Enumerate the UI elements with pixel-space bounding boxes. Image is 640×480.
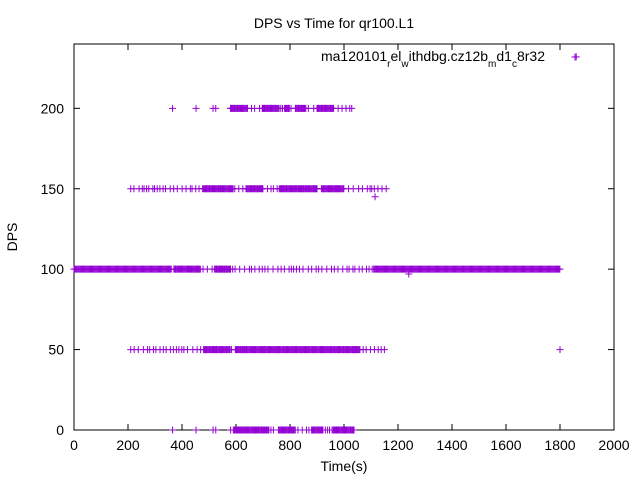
- data-point: [192, 426, 200, 434]
- data-point: [212, 104, 220, 112]
- legend-label-part: ma120101: [321, 48, 387, 64]
- x-tick-label: 1600: [490, 437, 521, 453]
- data-point: [348, 104, 356, 112]
- legend: ma120101relwithdbg.cz12bmd1c8r32: [321, 48, 579, 70]
- y-axis-ticks: 0 50 100 150 200: [41, 100, 614, 438]
- x-tick-label: 0: [70, 437, 78, 453]
- y-tick-label: 150: [41, 181, 65, 197]
- data-point: [243, 104, 251, 112]
- legend-label-part: w: [400, 59, 409, 70]
- data-point: [226, 346, 234, 354]
- x-tick-label: 1200: [382, 437, 413, 453]
- legend-label-part: el: [391, 48, 402, 64]
- data-point: [380, 346, 388, 354]
- y-axis-label: DPS: [4, 223, 20, 252]
- data-point: [371, 193, 379, 201]
- data-point: [291, 426, 299, 434]
- data-point: [556, 265, 564, 273]
- data-point: [339, 185, 347, 193]
- x-tick-label: 200: [116, 437, 140, 453]
- legend-series-label: ma120101relwithdbg.cz12bmd1c8r32: [321, 48, 545, 70]
- plot-frame: [73, 43, 615, 431]
- data-point: [405, 270, 413, 278]
- y-tick-label: 200: [41, 100, 65, 116]
- data-point: [212, 426, 220, 434]
- legend-label-part: r: [387, 59, 391, 70]
- data-point: [356, 346, 364, 354]
- x-tick-label: 2000: [598, 437, 629, 453]
- x-tick-label: 800: [278, 437, 302, 453]
- legend-label-part: ithdbg.cz12b: [409, 48, 489, 64]
- chart-title: DPS vs Time for qr100.L1: [254, 15, 415, 31]
- data-point: [302, 104, 310, 112]
- x-tick-label: 1000: [328, 437, 359, 453]
- data-point: [556, 346, 564, 354]
- data-point: [318, 426, 326, 434]
- data-point: [169, 104, 177, 112]
- data-point: [572, 53, 580, 61]
- data-point: [196, 265, 204, 273]
- x-tick-label: 1400: [436, 437, 467, 453]
- legend-label-part: 8r32: [517, 48, 545, 64]
- x-axis-ticks: 0 200 400 600 800 1000 1200 1400 1600 1800 2000: [70, 44, 630, 453]
- data-point: [259, 185, 267, 193]
- data-point: [264, 426, 272, 434]
- data-point: [169, 426, 177, 434]
- legend-label-part: d1: [496, 48, 512, 64]
- data-point: [226, 265, 234, 273]
- legend-label-part: c: [512, 59, 517, 70]
- y-tick-label: 100: [41, 261, 65, 277]
- y-tick-label: 50: [48, 342, 64, 358]
- data-point: [329, 104, 337, 112]
- y-tick-label: 0: [56, 422, 64, 438]
- data-point: [192, 104, 200, 112]
- data-point: [285, 104, 293, 112]
- legend-label-part: m: [488, 59, 496, 70]
- x-tick-label: 600: [224, 437, 248, 453]
- data-point: [350, 426, 358, 434]
- x-tick-label: 1800: [544, 437, 575, 453]
- data-point: [382, 185, 390, 193]
- data-points: [70, 53, 580, 434]
- data-point: [229, 185, 237, 193]
- x-tick-label: 400: [170, 437, 194, 453]
- x-axis-label: Time(s): [321, 458, 368, 474]
